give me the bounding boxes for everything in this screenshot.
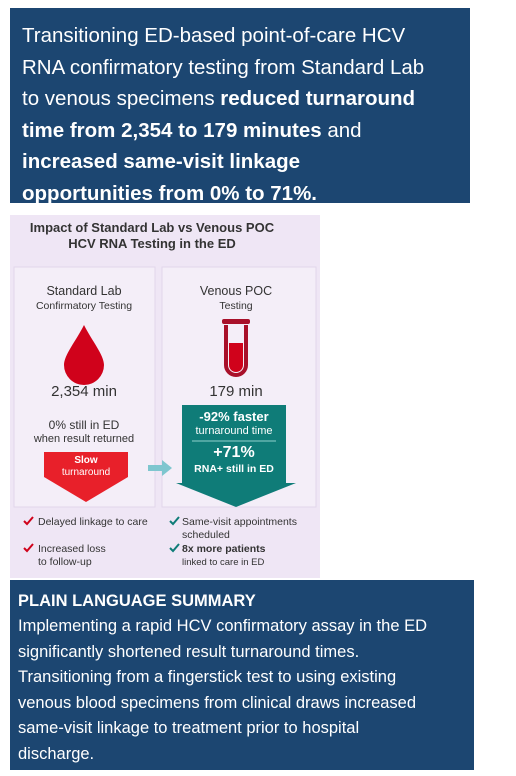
- value: 179 min: [209, 383, 263, 400]
- text: Slow: [74, 455, 98, 466]
- text: linked to care in ED: [182, 557, 265, 568]
- text: Same-visit appointments: [182, 516, 297, 528]
- infographic-art: [13, 266, 317, 553]
- header-line: to venous specimens reduced turnaround: [22, 83, 470, 115]
- header-line: Transitioning ED-based point-of-care HCV: [22, 20, 470, 52]
- summary-line: venous blood specimens from clinical dra…: [18, 693, 417, 712]
- blood-drop-icon: [64, 325, 104, 385]
- badge: Slow turnaround: [62, 455, 110, 479]
- status: 0% still in ED when result returned: [34, 418, 134, 446]
- column-subheading: Confirmatory Testing: [35, 300, 133, 312]
- infographic-title: Impact of Standard Lab vs Venous POC HCV …: [30, 220, 274, 252]
- check-icon: [169, 516, 180, 526]
- small-arrow: [148, 460, 172, 476]
- header-line: increased same-visit linkage: [22, 146, 470, 178]
- header-line: RNA confirmatory testing from Standard L…: [22, 52, 470, 84]
- summary-line: discharge.: [18, 744, 95, 763]
- text: +71%: [213, 444, 255, 461]
- infographic: Impact of Standard Lab vs Venous POC HCV …: [10, 215, 320, 578]
- text: to follow-up: [38, 556, 92, 568]
- column-subheading: Testing: [219, 300, 253, 312]
- tube-blood: [229, 343, 243, 372]
- text: -92% faster: [199, 409, 269, 424]
- text: to venous specimens: [22, 87, 215, 110]
- header-box: Transitioning ED-based point-of-care HCV…: [10, 8, 470, 205]
- bullet: Same-visit appointments scheduled: [182, 516, 297, 542]
- bullet: Increased loss to follow-up: [38, 543, 106, 569]
- summary-line: same-visit linkage to treatment prior to…: [18, 719, 360, 737]
- text: scheduled: [182, 529, 230, 541]
- check-icon: [169, 543, 180, 553]
- tube-cap: [222, 319, 250, 324]
- stat: -92% faster turnaround time: [195, 410, 272, 438]
- text: time from 2,354 to 179 minutes: [22, 118, 322, 142]
- text: opportunities from 0% to 71%.: [22, 181, 317, 205]
- text: RNA confirmatory testing from Standard L…: [22, 55, 425, 79]
- text: Increased loss: [38, 543, 106, 555]
- bullet: 8x more patients linked to care in ED: [182, 543, 265, 569]
- header-line: opportunities from 0% to 71%.: [22, 178, 470, 210]
- text: turnaround: [61, 467, 111, 478]
- text: and: [327, 118, 362, 142]
- header-line: time from 2,354 to 179 minutes and: [22, 115, 470, 147]
- slow-arrow: [44, 452, 128, 502]
- column-heading: Venous POC: [199, 284, 273, 298]
- summary-line: Implementing a rapid HCV confirmatory as…: [18, 617, 428, 635]
- check-icon: [23, 543, 34, 553]
- text: increased same-visit linkage: [22, 150, 301, 173]
- text: Delayed linkage to care: [38, 516, 148, 528]
- text: Transitioning ED-based point-of-care HCV: [22, 24, 406, 47]
- text: RNA+ still in ED: [194, 463, 274, 475]
- text: Impact of Standard Lab vs Venous POC: [29, 220, 275, 235]
- text: HCV RNA Testing in the ED: [68, 236, 236, 251]
- summary-line: significantly shortened result turnaroun…: [18, 642, 360, 661]
- summary-title: PLAIN LANGUAGE SUMMARY: [18, 592, 256, 610]
- text: turnaround time: [195, 425, 273, 437]
- summary-box: PLAIN LANGUAGE SUMMARY Implementing a ra…: [10, 580, 474, 770]
- bullet: Delayed linkage to care: [38, 516, 148, 529]
- summary-body: Implementing a rapid HCV confirmatory as…: [18, 614, 474, 767]
- stat: +71% RNA+ still in ED: [194, 444, 274, 476]
- value: 2,354 min: [51, 383, 117, 400]
- check-icon: [23, 516, 34, 526]
- text: 0% still in ED: [48, 418, 120, 432]
- summary-line: Transitioning from a fingerstick test to…: [18, 668, 397, 686]
- text: reduced turnaround: [220, 87, 416, 110]
- tube-icon: [224, 325, 248, 377]
- text: when result returned: [33, 433, 135, 445]
- poc-arrow: [176, 405, 296, 507]
- column-heading: Standard Lab: [46, 284, 122, 298]
- text: 8x more patients: [182, 543, 266, 555]
